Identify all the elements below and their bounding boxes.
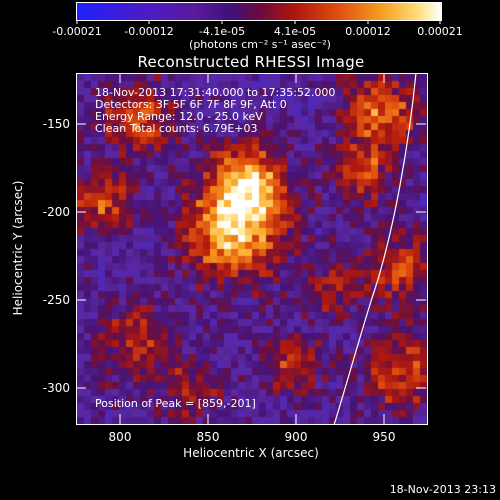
solar-limb-line bbox=[333, 73, 417, 425]
x-tick-label: 900 bbox=[284, 430, 308, 444]
y-axis-title: Heliocentric Y (arcsec) bbox=[11, 180, 25, 316]
colorbar-units: (photons cm⁻² s⁻¹ asec⁻²) bbox=[189, 38, 331, 51]
info-time-range: 18-Nov-2013 17:31:40.000 to 17:35:52.000 bbox=[95, 86, 336, 99]
colorbar-tick-label: 0.00012 bbox=[345, 25, 391, 38]
plot-timestamp: 18-Nov-2013 23:13 bbox=[389, 483, 496, 496]
peak-position: Position of Peak = [859,-201] bbox=[95, 397, 256, 410]
rhessi-image-map bbox=[77, 74, 427, 424]
info-detectors: Detectors: 3F 5F 6F 7F 8F 9F, Att 0 bbox=[95, 98, 287, 111]
colorbar-tick-label: -0.00012 bbox=[124, 25, 174, 38]
y-tick-label: -150 bbox=[42, 117, 70, 131]
y-tick-label: -300 bbox=[42, 381, 70, 395]
info-energy-range: Energy Range: 12.0 - 25.0 keV bbox=[95, 110, 263, 123]
y-tick-label: -200 bbox=[42, 205, 70, 219]
colorbar-tick-label: 4.1e-05 bbox=[273, 25, 317, 38]
y-tick-label: -250 bbox=[42, 293, 70, 307]
x-tick-label: 950 bbox=[372, 430, 396, 444]
image-plot bbox=[76, 73, 428, 425]
info-total-counts: Clean Total counts: 6.79E+03 bbox=[95, 122, 258, 135]
x-axis-title: Heliocentric X (arcsec) bbox=[183, 446, 319, 460]
colorbar-ticks bbox=[76, 20, 441, 24]
x-tick-label: 850 bbox=[196, 430, 220, 444]
colorbar bbox=[76, 2, 442, 21]
plot-title: Reconstructed RHESSI Image bbox=[137, 53, 365, 71]
colorbar-tick-label: -4.1e-05 bbox=[198, 25, 246, 38]
colorbar-tick-label: -0.00021 bbox=[52, 25, 102, 38]
colorbar-tick-label: 0.00021 bbox=[417, 25, 463, 38]
x-tick-label: 800 bbox=[108, 430, 132, 444]
